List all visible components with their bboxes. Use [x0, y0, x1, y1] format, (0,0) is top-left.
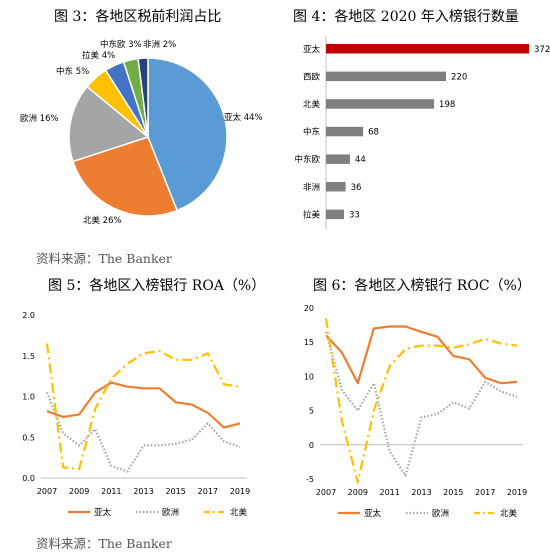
- y-tick-label: 20: [304, 304, 314, 313]
- x-tick-label: 2009: [69, 487, 89, 496]
- y-tick-label: 2.0: [22, 311, 35, 320]
- bar-7: [326, 209, 345, 220]
- bar-category-label: 北美: [303, 99, 321, 110]
- x-tick-label: 2011: [101, 487, 121, 496]
- y-tick-label: 15: [304, 338, 314, 347]
- pie-label-4: 中东 5%: [56, 66, 89, 77]
- bar-category-label: 西欧: [303, 71, 321, 82]
- legend-label-3: 北美: [230, 507, 248, 518]
- x-tick-label: 2009: [348, 488, 368, 497]
- series-line-2: [324, 331, 518, 477]
- fig3-title: 图 3：各地区税前利润占比: [54, 9, 222, 25]
- fig6-title: 图 6：各地区入榜银行 ROC（%）: [313, 278, 531, 294]
- bar-value-label: 36: [351, 183, 362, 193]
- bar-1: [326, 44, 529, 54]
- x-tick-label: 2019: [507, 488, 527, 497]
- fig5-title: 图 5：各地区入榜银行 ROA（%）: [48, 278, 266, 294]
- pie-label-6: 中东欧 3%: [100, 39, 142, 50]
- series-line-3: [45, 343, 241, 471]
- x-tick-label: 2017: [475, 488, 495, 497]
- x-tick-label: 2015: [165, 487, 185, 496]
- y-tick-label: -5: [306, 475, 314, 484]
- fig5-roa-line-chart: 0.0 0.5 1.0 1.5 2.0 2007 2009 2011 2013 2015 2017 2…: [22, 311, 250, 518]
- bar-5: [326, 154, 351, 164]
- source-note-top: 资料来源：The Banker: [36, 251, 172, 266]
- legend-label-1: 亚太: [364, 508, 382, 519]
- bar-value-label: 372: [534, 45, 550, 55]
- bar-value-label: 198: [439, 100, 455, 110]
- legend-label-2: 欧洲: [162, 507, 179, 518]
- bar-category-label: 亚太: [303, 44, 321, 55]
- y-tick-label: 0.5: [22, 433, 35, 442]
- legend-label-2: 欧洲: [432, 508, 449, 519]
- bar-4: [326, 126, 364, 137]
- x-tick-label: 2011: [379, 488, 399, 497]
- source-note-bottom: 资料来源：The Banker: [36, 536, 172, 551]
- x-tick-label: 2015: [443, 488, 463, 497]
- series-line-1: [46, 381, 241, 429]
- y-tick-label: 0: [309, 441, 314, 450]
- x-tick-label: 2007: [316, 488, 336, 497]
- x-tick-label: 2013: [411, 488, 431, 497]
- bar-2: [326, 71, 447, 82]
- bar-category-label: 非洲: [303, 182, 320, 193]
- series-line-1: [325, 325, 518, 385]
- fig3-pie-chart: 亚太 44% 北美 26% 欧洲 16% 中东 5% 拉美 4%中东欧 3% 非洲 2%: [20, 39, 263, 226]
- series-line-2: [45, 391, 241, 473]
- pie-label-5: 拉美 4%: [82, 50, 115, 61]
- pie-slice-2: [71, 136, 179, 217]
- bar-value-label: 68: [368, 128, 379, 138]
- y-tick-label: 1.0: [22, 393, 35, 402]
- bar-6: [326, 182, 346, 192]
- fig4-bar-chart: 亚太 372 西欧 220 北美 198 中东 68 中东欧 44 非洲 36 拉美 33: [294, 36, 550, 230]
- bar-value-label: 44: [355, 155, 366, 165]
- y-tick-label: 10: [304, 372, 314, 381]
- pie-slice-7: [137, 57, 149, 138]
- pie-slice-3: [68, 85, 150, 163]
- bar-3: [326, 99, 435, 109]
- x-tick-label: 2013: [133, 487, 153, 496]
- pie-label-7: 非洲 2%: [143, 39, 176, 50]
- fig6-roc-line-chart: -5 0 5 10 15 20 2007 2009 2011 2013 2015 2017 2019 亚太…: [304, 304, 527, 519]
- x-tick-label: 2019: [230, 487, 250, 496]
- series-line-3: [324, 318, 518, 484]
- bar-category-label: 中东欧: [294, 154, 320, 165]
- bar-value-label: 33: [349, 210, 360, 220]
- pie-label-3: 欧洲 16%: [20, 113, 59, 124]
- fig4-title: 图 4：各地区 2020 年入榜银行数量: [293, 9, 519, 25]
- pie-label-2: 北美 26%: [83, 215, 122, 226]
- y-tick-label: 0.0: [22, 474, 35, 483]
- pie-slice-1: [147, 57, 228, 212]
- y-tick-label: 5: [309, 407, 314, 416]
- legend-label-1: 亚太: [94, 507, 112, 518]
- x-tick-label: 2017: [198, 487, 218, 496]
- bar-category-label: 中东: [303, 127, 320, 138]
- x-tick-label: 2007: [37, 487, 57, 496]
- bar-value-label: 220: [451, 72, 467, 82]
- legend-label-3: 北美: [500, 508, 518, 519]
- y-tick-label: 1.5: [22, 352, 35, 361]
- pie-label-1: 亚太 44%: [224, 112, 263, 123]
- bar-category-label: 拉美: [303, 209, 321, 220]
